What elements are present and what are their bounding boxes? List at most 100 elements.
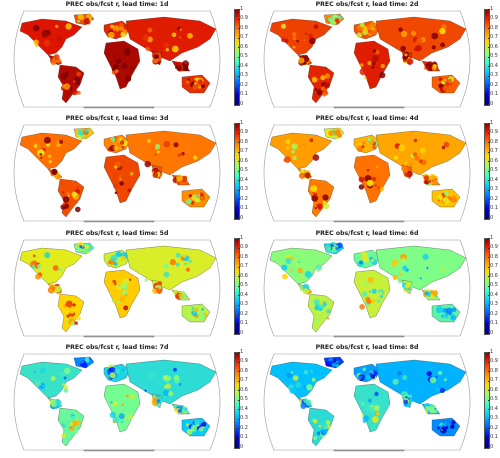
map-cell — [315, 264, 323, 271]
map-cell — [402, 374, 408, 381]
map-cell — [337, 15, 342, 20]
map-cell — [371, 61, 376, 66]
map-cell — [436, 388, 440, 391]
colorbar-tick-label: 0.8 — [490, 138, 498, 145]
map-cell — [402, 265, 408, 271]
map-cell — [296, 39, 299, 43]
map-cell — [156, 287, 160, 291]
map-cell — [121, 145, 125, 149]
map-cell — [285, 257, 292, 264]
map-cell — [442, 311, 446, 316]
map-cell — [443, 378, 447, 382]
map-cell — [175, 262, 180, 267]
map-cell — [33, 370, 36, 373]
map-cell — [375, 411, 380, 416]
map-cell — [369, 21, 377, 28]
map-cell — [62, 373, 66, 376]
colorbar-tick-label: 0 — [240, 329, 244, 336]
map-cell — [70, 321, 76, 326]
colorbar-tick-mark — [488, 304, 490, 305]
map-cell — [313, 436, 317, 440]
map-cell — [423, 175, 429, 181]
world-map — [263, 239, 471, 338]
map-cell — [74, 76, 80, 82]
map-cell — [120, 255, 126, 261]
colorbar-tick-label: 0.1 — [490, 320, 498, 326]
map-cell — [168, 377, 171, 380]
map-cell — [77, 134, 82, 139]
colorbar-tick-mark — [488, 170, 490, 171]
map-cell — [65, 23, 72, 30]
panel-title: PREC obs/fcst r, lead time: 7d — [65, 344, 169, 351]
colorbar-tick-mark — [488, 285, 490, 286]
colorbar-tick-mark — [488, 371, 490, 372]
map-cell — [83, 17, 90, 24]
map-cell — [36, 263, 43, 270]
map-cell — [297, 261, 300, 264]
map-cell — [359, 68, 367, 76]
map-cell — [371, 374, 375, 379]
map-cell — [187, 32, 193, 39]
map-cell — [150, 143, 156, 149]
map-cell — [440, 42, 445, 48]
colorbar-tick-mark — [238, 66, 240, 67]
colorbar-tick-mark — [488, 380, 490, 381]
map-cell — [422, 253, 429, 260]
map-cell — [291, 150, 295, 154]
map-cell — [199, 313, 206, 320]
map-cell — [356, 32, 363, 38]
map-cell — [119, 67, 125, 72]
map-cell — [315, 318, 319, 322]
map-cell — [305, 44, 309, 47]
map-cell — [437, 199, 440, 202]
map-cell — [291, 371, 294, 374]
map-cell — [31, 264, 36, 269]
map-cell — [51, 168, 58, 176]
map-cell — [362, 291, 368, 297]
map-cell — [371, 258, 374, 262]
map-cell — [186, 428, 193, 435]
map-cell — [124, 49, 131, 56]
colorbar-tick-mark — [238, 170, 240, 171]
colorbar-tick-label: 0.1 — [240, 205, 248, 211]
map-cell — [112, 420, 115, 424]
map-cell — [441, 145, 446, 150]
map-cell — [70, 415, 76, 421]
map-cell — [33, 144, 38, 148]
map-cell — [379, 187, 385, 192]
colorbar-tick-label: 0.5 — [240, 53, 248, 59]
map-cell — [314, 305, 320, 311]
colorbar-tick-label: 0.9 — [240, 244, 248, 250]
colorbar-tick-mark — [488, 238, 490, 239]
map-cell — [365, 404, 372, 411]
map-cell — [163, 263, 169, 269]
map-cell — [432, 290, 439, 296]
map-cell — [190, 158, 194, 161]
map-cell — [359, 22, 365, 28]
map-cell — [186, 305, 194, 313]
colorbar-tick-label: 1 — [240, 348, 244, 355]
map-cell — [361, 251, 368, 258]
colorbar-tick-label: 0.1 — [240, 434, 248, 440]
map-cell — [361, 402, 365, 406]
map-cell — [284, 156, 291, 163]
map-cell — [193, 151, 199, 157]
map-cell — [439, 387, 445, 393]
map-cell — [114, 165, 118, 169]
map-cell — [372, 55, 379, 62]
map-cell — [392, 275, 398, 281]
colorbar-tick-label: 0.6 — [240, 43, 248, 50]
map-cell — [82, 362, 88, 369]
colorbar-tick-label: 0 — [240, 443, 244, 450]
map-cell — [424, 180, 430, 185]
continent-antarctica-hint — [333, 106, 405, 109]
map-cell — [442, 197, 450, 205]
map-cell — [48, 159, 53, 164]
colorbar-tick-label: 0 — [490, 100, 494, 107]
map-cell — [176, 65, 182, 71]
continent-north-america — [19, 132, 83, 170]
map-cell — [316, 78, 320, 81]
continent-antarctica-hint — [83, 335, 155, 338]
map-cell — [291, 143, 298, 150]
map-cell — [194, 307, 199, 313]
